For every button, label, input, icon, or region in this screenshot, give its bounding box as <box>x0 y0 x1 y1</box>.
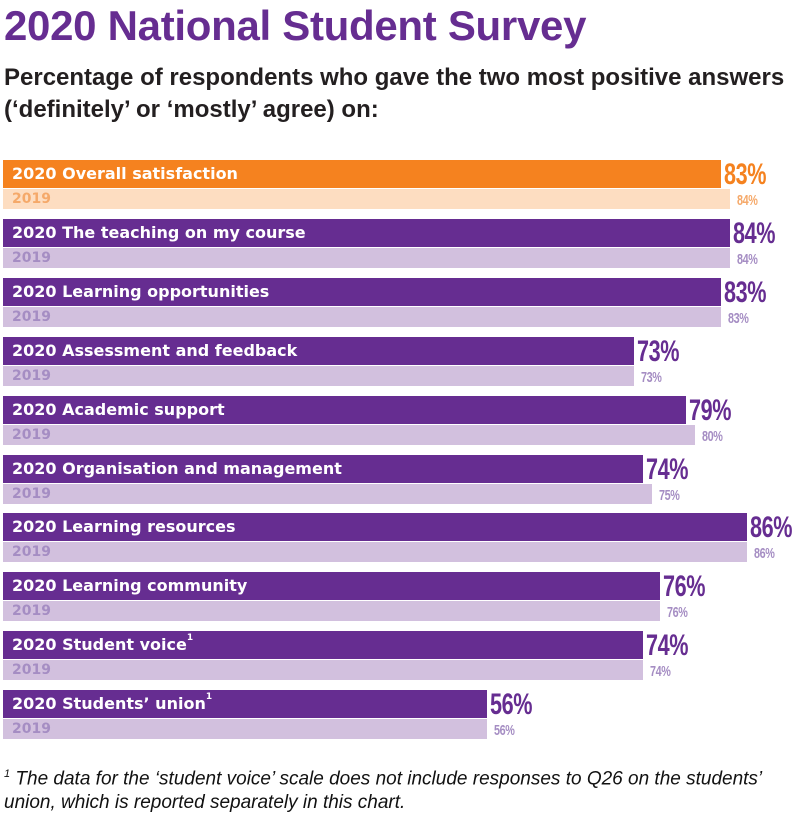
bar-2020 <box>3 513 747 542</box>
bar-label-2019: 2019 <box>12 603 51 620</box>
value-label-2019: 73% <box>641 368 662 386</box>
bar-2019 <box>3 542 747 563</box>
bar-label-2019: 2019 <box>12 426 51 443</box>
bar-label-2019: 2019 <box>12 544 51 561</box>
value-label-2019: 75% <box>658 486 680 504</box>
value-label-2020: 84% <box>732 216 776 250</box>
bar-2019 <box>3 601 661 622</box>
bar-2019 <box>3 719 488 740</box>
bar-2019 <box>3 365 635 386</box>
footnote-text: The data for the ‘student voice’ scale d… <box>4 768 762 814</box>
bar-2020 <box>3 160 721 188</box>
footnote-marker: 1 <box>4 768 11 780</box>
bar-label-2019: 2019 <box>12 367 51 384</box>
value-label-2020: 73% <box>637 334 680 368</box>
bar-label-2019: 2019 <box>12 485 51 502</box>
value-label-2020: 56% <box>490 688 533 722</box>
bar-2019 <box>3 306 721 327</box>
value-label-2020: 86% <box>749 511 793 545</box>
value-label-2019: 74% <box>650 663 671 681</box>
bar-label-2020: 2020 Students’ union1 <box>12 692 213 714</box>
bar-label-2020: 2020 Learning resources <box>12 517 236 537</box>
value-label-2020: 83% <box>723 275 767 309</box>
bar-label-2020: 2020 Student voice1 <box>12 633 194 655</box>
bar-label-2020: 2020 Academic support <box>12 399 225 419</box>
value-label-2020: 83% <box>723 158 767 191</box>
value-label-2020: 74% <box>646 629 689 663</box>
bar-2019 <box>3 189 730 209</box>
bar-2020 <box>3 277 721 306</box>
bar-label-2019: 2019 <box>12 721 51 738</box>
footnote-ref: 1 <box>205 692 213 703</box>
value-label-2019: 56% <box>494 722 515 740</box>
value-label-2019: 76% <box>667 604 688 622</box>
bar-2019 <box>3 483 652 504</box>
bar-label-2020: 2020 Learning opportunities <box>12 281 270 301</box>
bar-2020 <box>3 572 661 601</box>
bar-2020 <box>3 690 488 719</box>
bar-2019 <box>3 247 730 268</box>
bar-2020 <box>3 395 687 424</box>
bar-label-2019: 2019 <box>12 249 51 266</box>
value-label-2019: 84% <box>736 250 758 268</box>
value-label-2019: 86% <box>753 545 775 563</box>
value-label-2020: 79% <box>689 393 732 427</box>
footnote: 1 The data for the ‘student voice’ scale… <box>4 762 794 815</box>
bar-label-2020: 2020 Overall satisfaction <box>12 164 238 183</box>
bar-2019 <box>3 660 644 681</box>
bar-label-2020: 2020 Organisation and management <box>12 458 342 478</box>
bar-2020 <box>3 336 635 365</box>
bar-2019 <box>3 424 695 445</box>
bar-2020 <box>3 218 730 247</box>
bar-2020 <box>3 631 644 660</box>
footnote-ref: 1 <box>186 633 194 644</box>
bar-label-2019: 2019 <box>12 662 51 679</box>
bar-label-2019: 2019 <box>12 308 51 325</box>
bar-label-2020: 2020 Assessment and feedback <box>12 340 298 360</box>
value-label-2020: 76% <box>663 570 706 604</box>
bar-2020 <box>3 454 644 483</box>
bar-label-2020: 2020 The teaching on my course <box>12 222 306 242</box>
bar-label-2020: 2020 Learning community <box>12 576 248 596</box>
value-label-2019: 83% <box>727 309 749 327</box>
chart-title: 2020 National Student Survey <box>4 2 587 49</box>
value-label-2019: 84% <box>736 192 758 209</box>
bar-label-2019: 2019 <box>12 191 51 207</box>
chart-subtitle: Percentage of respondents who gave the t… <box>4 64 785 123</box>
value-label-2019: 80% <box>702 427 723 445</box>
value-label-2020: 74% <box>646 452 689 486</box>
